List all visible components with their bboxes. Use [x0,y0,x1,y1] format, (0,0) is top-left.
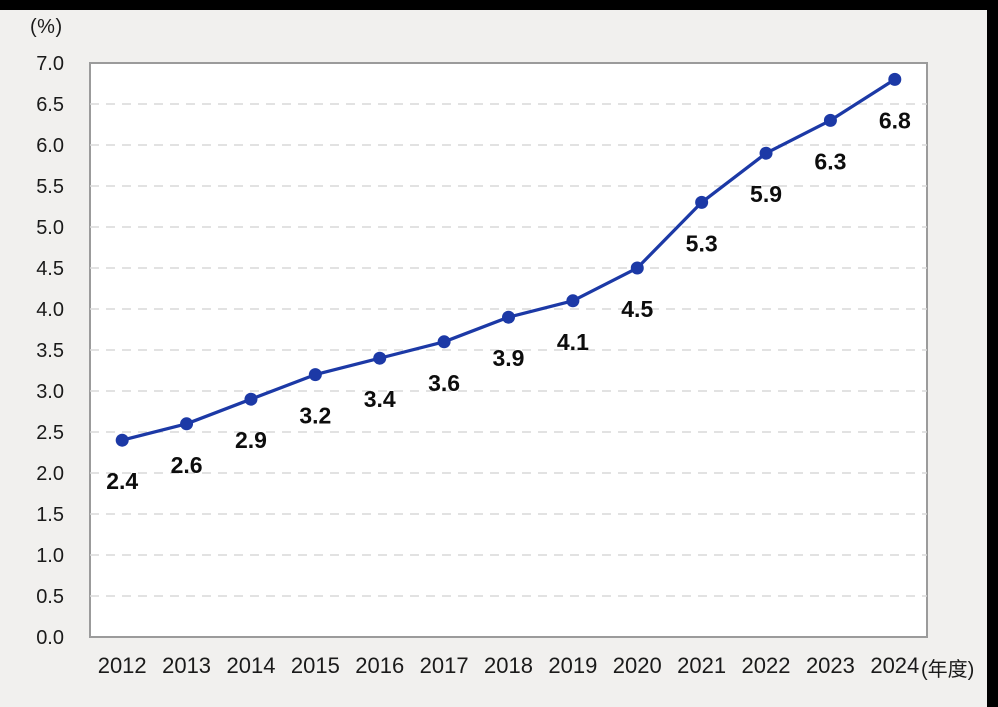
data-point-label: 2.4 [106,468,138,494]
y-axis-tick-label: 7.0 [36,53,64,75]
x-axis-tick-label: 2018 [484,653,533,678]
y-axis-tick-label: 0.0 [36,627,64,649]
x-axis-tick-label: 2014 [226,653,275,678]
data-point-marker [180,417,194,431]
y-axis-tick-label: 5.0 [36,217,64,239]
data-point-label: 6.3 [814,148,846,174]
x-axis-tick-label: 2024 [870,653,919,678]
y-axis-unit-label: (%) [30,16,63,38]
screen-edge-right [987,0,998,707]
y-axis-tick-label: 1.0 [36,545,64,567]
data-point-label: 4.5 [621,296,653,322]
data-point-label: 5.3 [686,230,718,256]
y-axis-tick-label: 5.5 [36,176,64,198]
x-axis-tick-label: 2016 [355,653,404,678]
x-axis-tick-label: 2013 [162,653,211,678]
data-point-marker [759,146,773,160]
data-point-label: 3.9 [493,345,525,371]
data-point-marker [823,113,837,127]
x-axis-tick-label: 2022 [742,653,791,678]
y-axis-tick-label: 4.5 [36,258,64,280]
y-axis-tick-label: 1.5 [36,504,64,526]
y-axis-tick-label: 6.0 [36,135,64,157]
data-point-marker [695,195,709,209]
data-point-label: 4.1 [557,329,589,355]
y-axis-tick-label: 0.5 [36,586,64,608]
x-axis-tick-label: 2020 [613,653,662,678]
data-point-marker [502,310,515,324]
x-axis-unit-label: (年度) [921,659,975,681]
data-point-label: 2.9 [235,427,267,453]
data-point-label: 3.6 [428,370,460,396]
x-axis-tick-label: 2019 [548,653,597,678]
data-point-marker [115,433,129,447]
y-axis-tick-label: 2.5 [36,422,64,444]
x-axis-tick-label: 2015 [291,653,340,678]
data-point-marker [308,368,322,382]
data-point-label: 2.6 [171,452,203,478]
y-axis-tick-label: 4.0 [36,299,64,321]
data-point-marker [373,351,387,365]
data-point-marker [566,294,580,308]
y-axis-tick-label: 3.0 [36,381,64,403]
data-point-marker [437,335,451,349]
data-point-label: 6.8 [879,107,911,133]
screen-edge-top [0,0,998,10]
data-point-label: 3.2 [299,403,331,429]
y-axis-tick-label: 2.0 [36,463,64,485]
x-axis-tick-label: 2023 [806,653,855,678]
data-point-marker [888,72,902,86]
y-axis-tick-label: 3.5 [36,340,64,362]
x-axis-tick-label: 2021 [677,653,726,678]
data-point-marker [244,392,258,406]
data-point-marker [630,261,644,275]
x-axis-tick-label: 2012 [98,653,147,678]
y-axis-tick-label: 6.5 [36,94,64,116]
data-point-label: 3.4 [364,386,396,412]
data-point-label: 5.9 [750,181,782,207]
x-axis-tick-label: 2017 [420,653,469,678]
